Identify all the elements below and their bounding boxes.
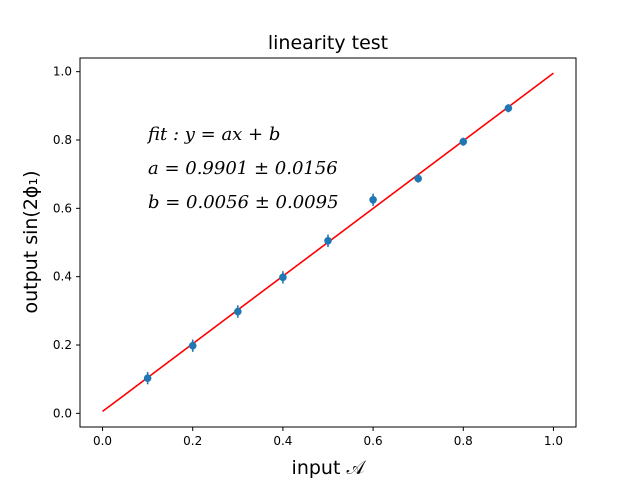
ticks: 0.0 0.2 0.4 0.6 0.8 1.0 0.0 0.2 0.4 0.6 0.8 1.0 — [53, 65, 563, 448]
data-point — [459, 137, 468, 146]
data-point — [324, 236, 332, 245]
data-point — [143, 374, 152, 382]
y-tick-label: 0.8 — [53, 133, 72, 147]
plot-area — [102, 72, 554, 413]
x-tick-label: 0.8 — [454, 434, 473, 448]
x-axis-label: input 𝒜 — [292, 457, 367, 479]
y-tick-label: 0.2 — [53, 338, 72, 352]
y-tick-label: 0.6 — [53, 201, 72, 215]
x-tick-label: 0.0 — [93, 434, 112, 448]
x-tick-label: 0.2 — [183, 434, 202, 448]
data-point — [279, 273, 287, 282]
y-tick-label: 0.0 — [53, 406, 72, 420]
data-point — [234, 307, 242, 316]
y-tick-label: 0.4 — [53, 270, 72, 284]
data-point — [504, 104, 513, 113]
x-tick-label: 0.4 — [273, 434, 292, 448]
y-tick-label: 1.0 — [53, 65, 72, 79]
data-point — [188, 341, 197, 350]
plot-frame — [79, 57, 577, 428]
fit-parameter-a: a = 0.9901 ± 0.0156 — [148, 158, 338, 179]
fit-parameter-b: b = 0.0056 ± 0.0095 — [148, 192, 339, 213]
fit-equation: fit : y = ax + b — [146, 124, 280, 145]
data-point — [414, 174, 422, 183]
x-tick-label: 0.6 — [364, 434, 383, 448]
y-axis-label: output sin(2ϕ₁) — [20, 171, 42, 314]
chart-title: linearity test — [268, 32, 388, 54]
x-tick-label: 1.0 — [544, 434, 563, 448]
data-point — [369, 195, 377, 204]
